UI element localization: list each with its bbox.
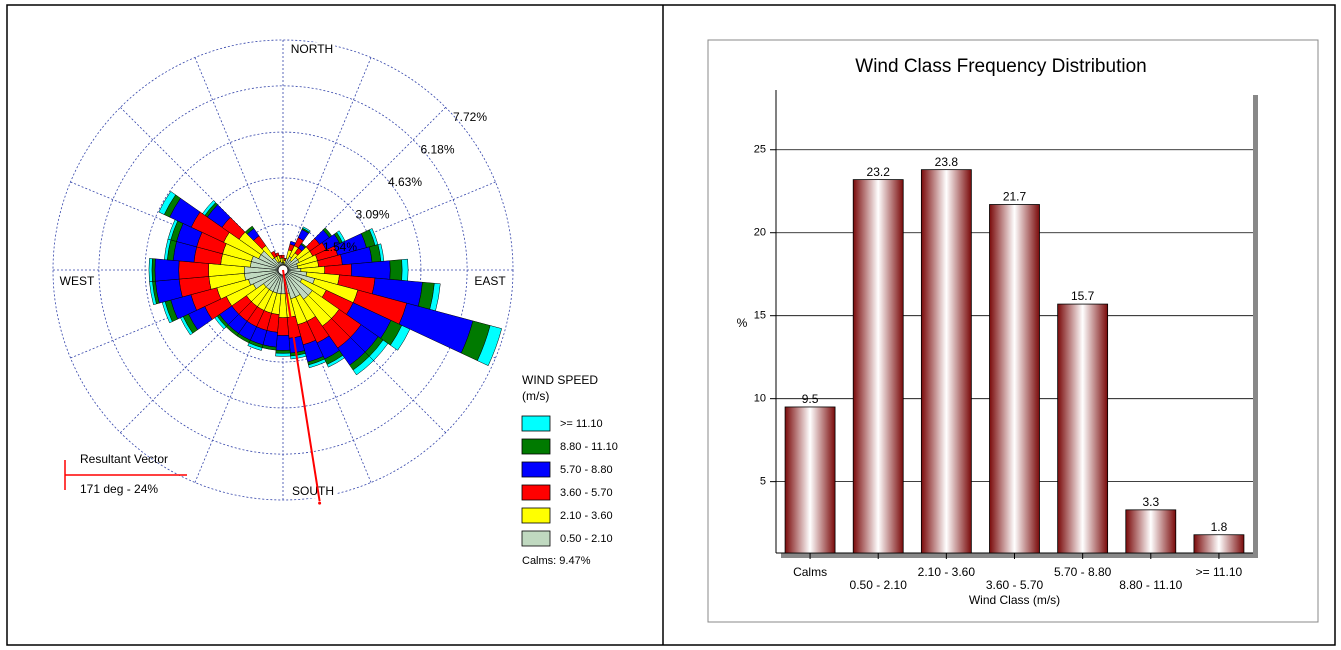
x-tick-label: 3.60 - 5.70 [986,578,1044,592]
legend-title: (m/s) [522,389,549,403]
petal-segment [352,356,374,376]
ring-label: 3.09% [355,208,389,222]
direction-label: WEST [60,274,95,288]
ring [98,85,468,455]
legend-swatch [521,438,551,455]
y-tick-label: 15 [754,310,766,322]
legend-label: 2.10 - 3.60 [560,510,613,522]
legend-label: 3.60 - 5.70 [560,487,613,499]
legend-label: 5.70 - 8.80 [560,464,613,476]
legend-label: 8.80 - 11.10 [560,441,618,453]
ring-label: 1.54% [323,240,357,254]
x-tick-label: 5.70 - 8.80 [1054,565,1112,579]
legend-label: >= 11.10 [560,418,603,430]
direction-label-bg [288,42,336,57]
petal-segment [247,342,263,351]
petal-segment [275,349,291,354]
petal-segment [326,355,345,368]
petal-segment [244,225,255,235]
direction-label: SOUTH [292,484,334,498]
petal-segment [302,226,311,233]
y-tick-label: 5 [760,476,766,488]
bar [1125,509,1177,554]
y-tick-label: 20 [754,227,766,239]
petal-segment [158,191,176,215]
legend-swatch [521,461,551,478]
direction-label-bg [472,274,509,289]
petal-segment [202,200,216,216]
ring-label: 4.63% [388,175,422,189]
petal-segment [401,258,409,282]
value-label: 1.8 [1211,520,1228,534]
direction-label-bg [57,274,97,289]
bar [852,179,904,554]
y-tick-label: 10 [754,393,766,405]
ring [52,39,514,501]
petal-segment [275,252,280,257]
rv-label: 171 deg - 24% [80,482,158,496]
petal-segment [389,259,403,281]
petal-segment [308,358,327,369]
direction-label: EAST [474,274,506,288]
petal-segment [278,254,283,259]
bar [1193,534,1245,554]
x-tick-label: >= 11.10 [1196,565,1243,579]
value-label: 9.5 [802,392,819,406]
petal-segment [151,258,156,282]
ring [144,131,422,409]
calms-label: Calms: 9.47% [522,555,591,567]
petal-segment [390,325,411,351]
x-tick-label: Calms [793,565,827,579]
petal-segment [275,352,291,357]
petal-segment [270,250,278,259]
value-label: 15.7 [1071,289,1095,303]
direction-label: NORTH [291,42,333,56]
legend-title: WIND SPEED [522,373,598,387]
petal-segment [148,258,153,282]
petal-segment [290,353,307,360]
legend-swatch [521,507,551,524]
legend-swatch [521,415,551,432]
direction-label-bg [290,484,336,499]
y-axis-label: % [737,316,748,330]
y-tick-label: 25 [754,144,766,156]
bar [920,169,972,554]
x-tick-label: 2.10 - 3.60 [918,565,976,579]
petal-segment [275,335,291,351]
petal-segment [477,325,503,367]
resultant-vector [282,269,321,502]
value-label: 3.3 [1142,495,1159,509]
chart-title: Wind Class Frequency Distribution [855,56,1146,77]
bar [989,204,1040,554]
x-axis-label: Wind Class (m/s) [969,593,1060,607]
x-tick-label: 8.80 - 11.10 [1119,578,1182,592]
ring-label: 7.72% [453,110,487,124]
bar [1057,303,1109,554]
legend-swatch [521,530,551,547]
ring-label: 6.18% [420,143,454,157]
value-label: 21.7 [1003,190,1027,204]
rv-title: Resultant Vector [80,452,168,466]
legend-label: 0.50 - 2.10 [560,533,613,545]
resultant-tip [318,501,322,505]
value-label: 23.8 [935,155,959,169]
value-label: 23.2 [867,165,891,179]
x-tick-label: 0.50 - 2.10 [850,578,908,592]
petal-segment [154,258,180,282]
petal-segment [277,317,289,336]
petal-segment [178,260,210,280]
legend-swatch [521,484,551,501]
bar [784,406,836,554]
